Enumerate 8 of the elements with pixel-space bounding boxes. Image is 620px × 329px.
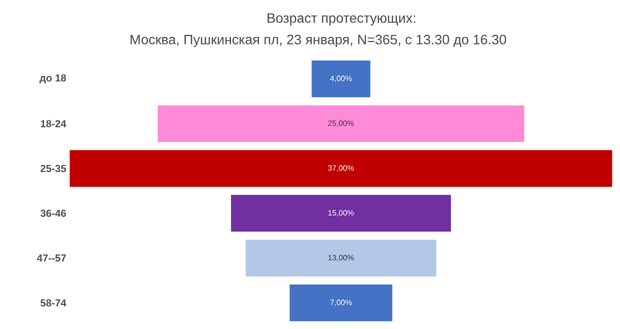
category-label: 18-24 — [40, 120, 66, 128]
text: Москва, Пушкинская пл, 23 января, N=365, с 13.30 до 16.30 — [130, 34, 506, 47]
category-label: 36-46 — [40, 210, 66, 217]
text: Возраст протестующих: — [268, 13, 416, 26]
category-label: 58-74 — [40, 299, 66, 306]
category-label: 47--57 — [37, 254, 66, 262]
category-label: до 18 — [40, 74, 66, 84]
category-label: 25-35 — [40, 164, 66, 172]
